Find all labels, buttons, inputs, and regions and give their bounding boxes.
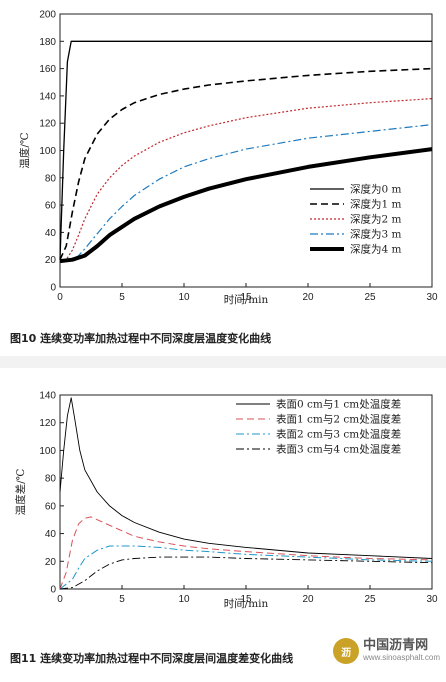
x-tick-label: 15: [240, 594, 252, 605]
watermark-logo-icon: 沥: [333, 638, 360, 664]
x-tick-label: 25: [364, 594, 376, 605]
x-tick-label: 0: [57, 292, 63, 303]
section-divider: [0, 356, 446, 368]
x-tick-label: 25: [364, 292, 376, 303]
series-line-2: [59, 516, 433, 590]
y-tick-label: 60: [45, 201, 57, 212]
legend-label: 表面2 cm与3 cm处温度差: [276, 428, 401, 441]
y-tick-label: 20: [45, 255, 57, 266]
y-tick-label: 120: [39, 418, 56, 429]
y-tick-label: 80: [45, 474, 57, 485]
legend-label: 深度为0 m: [350, 183, 402, 196]
y-tick-label: 120: [39, 119, 56, 130]
x-tick-label: 10: [178, 594, 190, 605]
y-tick-label: 160: [39, 64, 56, 75]
x-tick-label: 20: [302, 292, 314, 303]
legend-label: 深度为4 m: [350, 243, 402, 256]
watermark-url: www.sinoasphalt.com: [363, 652, 440, 662]
y-tick-label: 40: [45, 529, 57, 540]
y-axis-label: 温度/℃: [18, 132, 31, 169]
legend-label: 表面0 cm与1 cm处温度差: [276, 398, 401, 411]
y-tick-label: 180: [39, 37, 56, 48]
y-tick-label: 20: [45, 557, 57, 568]
legend-label: 表面3 cm与4 cm处温度差: [276, 443, 401, 456]
series-line-4: [59, 124, 433, 262]
legend-label: 深度为3 m: [350, 228, 402, 241]
series-line-1: [59, 40, 432, 260]
x-tick-label: 10: [178, 292, 190, 303]
x-tick-label: 30: [426, 292, 438, 303]
y-tick-label: 60: [45, 501, 57, 512]
figure-10-caption: 图10 连续变功率加热过程中不同深度层温度变化曲线: [10, 332, 272, 345]
figure-11-caption: 图11 连续变功率加热过程中不同深度层间温度差变化曲线: [10, 652, 294, 665]
y-tick-label: 80: [45, 173, 57, 184]
x-tick-label: 5: [119, 594, 125, 605]
watermark-name: 中国沥青网: [363, 638, 429, 654]
series-line-4: [59, 556, 433, 590]
y-tick-label: 100: [39, 446, 56, 457]
legend-label: 深度为1 m: [350, 198, 402, 211]
x-axis-label: 时间/min: [224, 597, 269, 610]
x-axis-label: 时间/min: [224, 293, 269, 306]
x-tick-label: 15: [240, 292, 252, 303]
x-tick-label: 5: [119, 292, 125, 303]
y-tick-label: 0: [50, 283, 56, 294]
watermark: 沥 中国沥青网 www.sinoasphalt.com: [333, 638, 440, 664]
series-line-3: [59, 545, 433, 590]
y-axis-label: 温度差/℃: [14, 468, 27, 515]
y-tick-label: 0: [50, 585, 56, 596]
y-tick-label: 140: [39, 91, 56, 102]
y-tick-label: 40: [45, 228, 57, 239]
series-line-3: [59, 98, 433, 262]
legend-label: 表面1 cm与2 cm处温度差: [276, 413, 401, 426]
series-line-5: [59, 147, 433, 264]
x-tick-label: 30: [426, 594, 438, 605]
series-line-1: [59, 397, 433, 559]
y-tick-label: 140: [39, 391, 56, 402]
x-tick-label: 20: [302, 594, 314, 605]
legend-label: 深度为2 m: [350, 213, 402, 226]
x-tick-label: 0: [57, 594, 63, 605]
y-tick-label: 200: [39, 10, 56, 21]
y-tick-label: 100: [39, 146, 56, 157]
